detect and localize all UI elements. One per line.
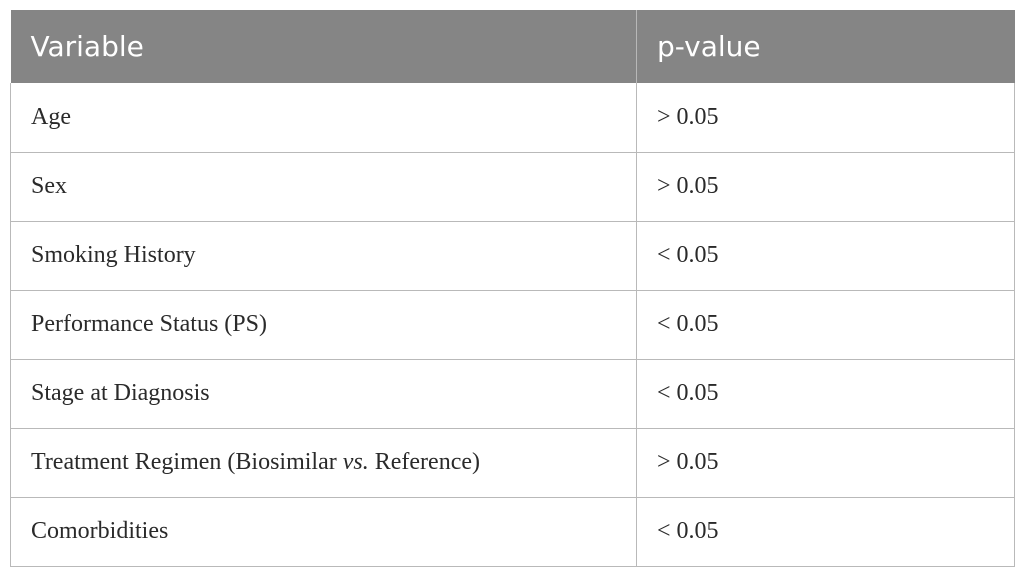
table-row: Comorbidities < 0.05 <box>10 496 1015 567</box>
p-value-cell: > 0.05 <box>636 83 1015 153</box>
variable-cell: Stage at Diagnosis <box>10 358 637 429</box>
table-row: Treatment Regimen (Biosimilar vs. Refere… <box>10 427 1015 498</box>
results-table: Variable p-value Age > 0.05 Sex > 0.05 S… <box>10 10 1015 567</box>
column-header-p-value: p-value <box>636 10 1015 83</box>
table-row: Age > 0.05 <box>10 83 1015 153</box>
table-row: Smoking History < 0.05 <box>10 220 1015 291</box>
table-header-row: Variable p-value <box>10 10 1015 83</box>
table-row: Performance Status (PS) < 0.05 <box>10 289 1015 360</box>
table-row: Stage at Diagnosis < 0.05 <box>10 358 1015 429</box>
p-value-cell: > 0.05 <box>636 427 1015 498</box>
variable-text-italic-part: vs. <box>342 449 369 475</box>
p-value-cell: < 0.05 <box>636 358 1015 429</box>
variable-cell: Sex <box>10 151 637 222</box>
variable-text-part: Treatment Regimen (Biosimilar <box>31 449 343 475</box>
p-value-cell: < 0.05 <box>636 496 1015 567</box>
variable-cell: Comorbidities <box>10 496 637 567</box>
variable-cell: Age <box>10 83 637 153</box>
column-header-variable: Variable <box>10 10 637 83</box>
p-value-cell: < 0.05 <box>636 220 1015 291</box>
variable-cell: Performance Status (PS) <box>10 289 637 360</box>
p-value-cell: < 0.05 <box>636 289 1015 360</box>
results-table-container: Variable p-value Age > 0.05 Sex > 0.05 S… <box>10 10 1015 567</box>
variable-cell: Smoking History <box>10 220 637 291</box>
variable-cell: Treatment Regimen (Biosimilar vs. Refere… <box>10 427 637 498</box>
p-value-cell: > 0.05 <box>636 151 1015 222</box>
table-row: Sex > 0.05 <box>10 151 1015 222</box>
variable-text-part: Reference) <box>368 449 480 475</box>
